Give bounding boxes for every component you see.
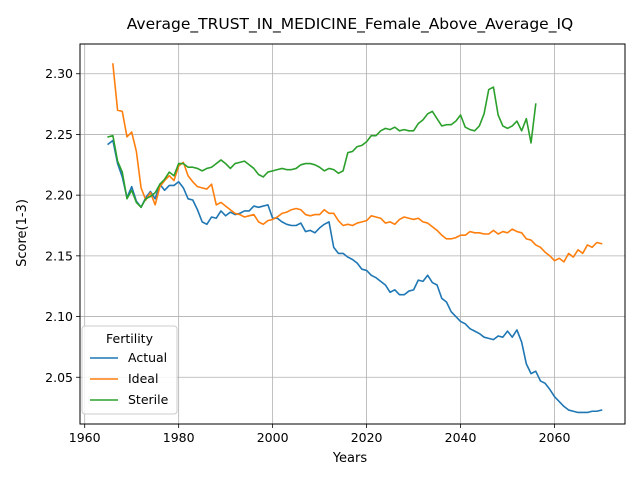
legend-label: Ideal bbox=[128, 371, 158, 386]
x-tick-label: 2000 bbox=[257, 430, 289, 445]
legend-entries: Actual Ideal Sterile bbox=[90, 350, 169, 407]
x-tick-label: 2040 bbox=[445, 430, 477, 445]
legend-title: Fertility bbox=[106, 331, 154, 346]
series-line-actual bbox=[107, 139, 603, 414]
y-axis: 2.05 2.10 2.15 2.20 2.25 2.30 bbox=[45, 66, 80, 385]
x-tick-label: 1960 bbox=[69, 430, 101, 445]
y-tick-label: 2.30 bbox=[45, 66, 73, 81]
legend-label: Sterile bbox=[128, 392, 169, 407]
legend-entry-actual: Actual bbox=[90, 350, 167, 365]
y-tick-label: 2.25 bbox=[45, 127, 73, 142]
grid bbox=[80, 44, 625, 424]
legend-entry-ideal: Ideal bbox=[90, 371, 158, 386]
x-axis: 1960 1980 2000 2020 2040 2060 bbox=[69, 424, 571, 445]
y-tick-label: 2.20 bbox=[45, 188, 73, 203]
series-layer bbox=[107, 63, 603, 414]
x-tick-label: 2060 bbox=[539, 430, 571, 445]
y-tick-label: 2.10 bbox=[45, 309, 73, 324]
y-tick-label: 2.15 bbox=[45, 248, 73, 263]
legend-entry-sterile: Sterile bbox=[90, 392, 169, 407]
x-tick-label: 1980 bbox=[163, 430, 195, 445]
legend-label: Actual bbox=[128, 350, 167, 365]
series-line-ideal bbox=[112, 63, 603, 263]
legend-box bbox=[81, 325, 178, 415]
x-axis-label: Years bbox=[332, 451, 368, 466]
legend: Fertility Actual Ideal Sterile bbox=[81, 325, 178, 415]
series-line-sterile bbox=[107, 86, 537, 209]
y-tick-label: 2.05 bbox=[45, 370, 73, 385]
plot-frame bbox=[79, 43, 626, 425]
x-tick-label: 2020 bbox=[351, 430, 383, 445]
y-axis-label: Score(1-3) bbox=[15, 199, 30, 267]
chart-title: Average_TRUST_IN_MEDICINE_Female_Above_A… bbox=[127, 15, 574, 34]
